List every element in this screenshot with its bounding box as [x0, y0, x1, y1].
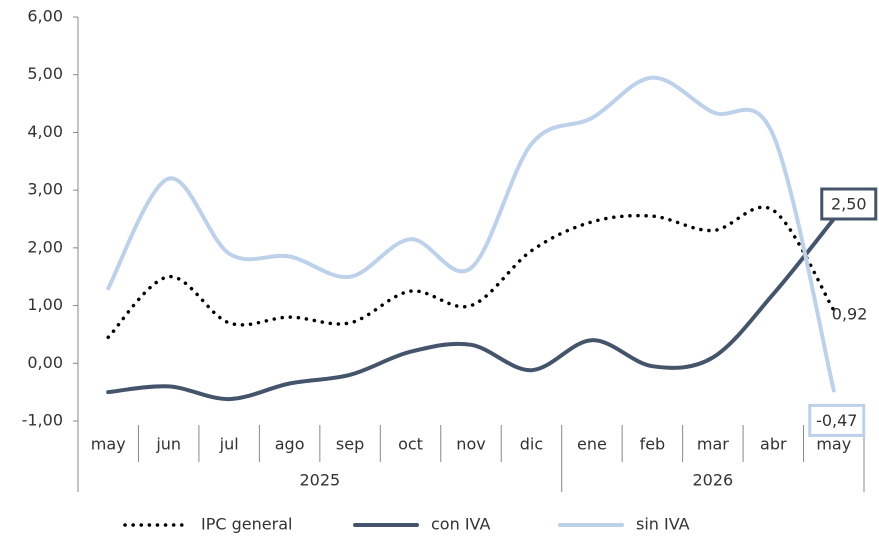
- x-tick-label: mar: [697, 435, 729, 454]
- data-label: 0,92: [832, 305, 868, 324]
- series-line: [106, 205, 836, 340]
- x-tick-label: nov: [456, 435, 485, 454]
- series-line: [106, 217, 836, 402]
- data-label-box: [808, 403, 866, 437]
- legend-label: sin IVA: [636, 515, 690, 534]
- x-tick-label: jul: [219, 435, 239, 454]
- x-tick-label: abr: [760, 435, 787, 454]
- y-tick-label: 3,00: [27, 180, 63, 199]
- legend-label: IPC general: [201, 515, 292, 534]
- series-line: [106, 75, 836, 393]
- y-tick-label: 0,00: [27, 353, 63, 372]
- group-label: 2025: [299, 471, 340, 490]
- y-tick-label: 6,00: [27, 7, 63, 26]
- data-label-box: [820, 187, 878, 221]
- x-tick-label: ago: [275, 435, 305, 454]
- y-tick-label: -1,00: [22, 411, 63, 430]
- x-tick-label: oct: [398, 435, 423, 454]
- y-tick-label: 2,00: [27, 237, 63, 256]
- y-tick-label: 5,00: [27, 64, 63, 83]
- x-tick-label: may: [91, 435, 126, 454]
- x-tick-label: may: [816, 435, 851, 454]
- data-label: 2,50: [831, 195, 867, 214]
- x-tick-label: sep: [336, 435, 364, 454]
- data-label: -0,47: [816, 411, 857, 430]
- group-label: 2026: [692, 471, 733, 490]
- x-tick-label: feb: [640, 435, 666, 454]
- legend-label: con IVA: [431, 515, 490, 534]
- x-tick-label: jun: [155, 435, 181, 454]
- y-tick-label: 1,00: [27, 295, 63, 314]
- x-tick-label: ene: [577, 435, 607, 454]
- x-tick-label: dic: [520, 435, 543, 454]
- y-tick-label: 4,00: [27, 122, 63, 141]
